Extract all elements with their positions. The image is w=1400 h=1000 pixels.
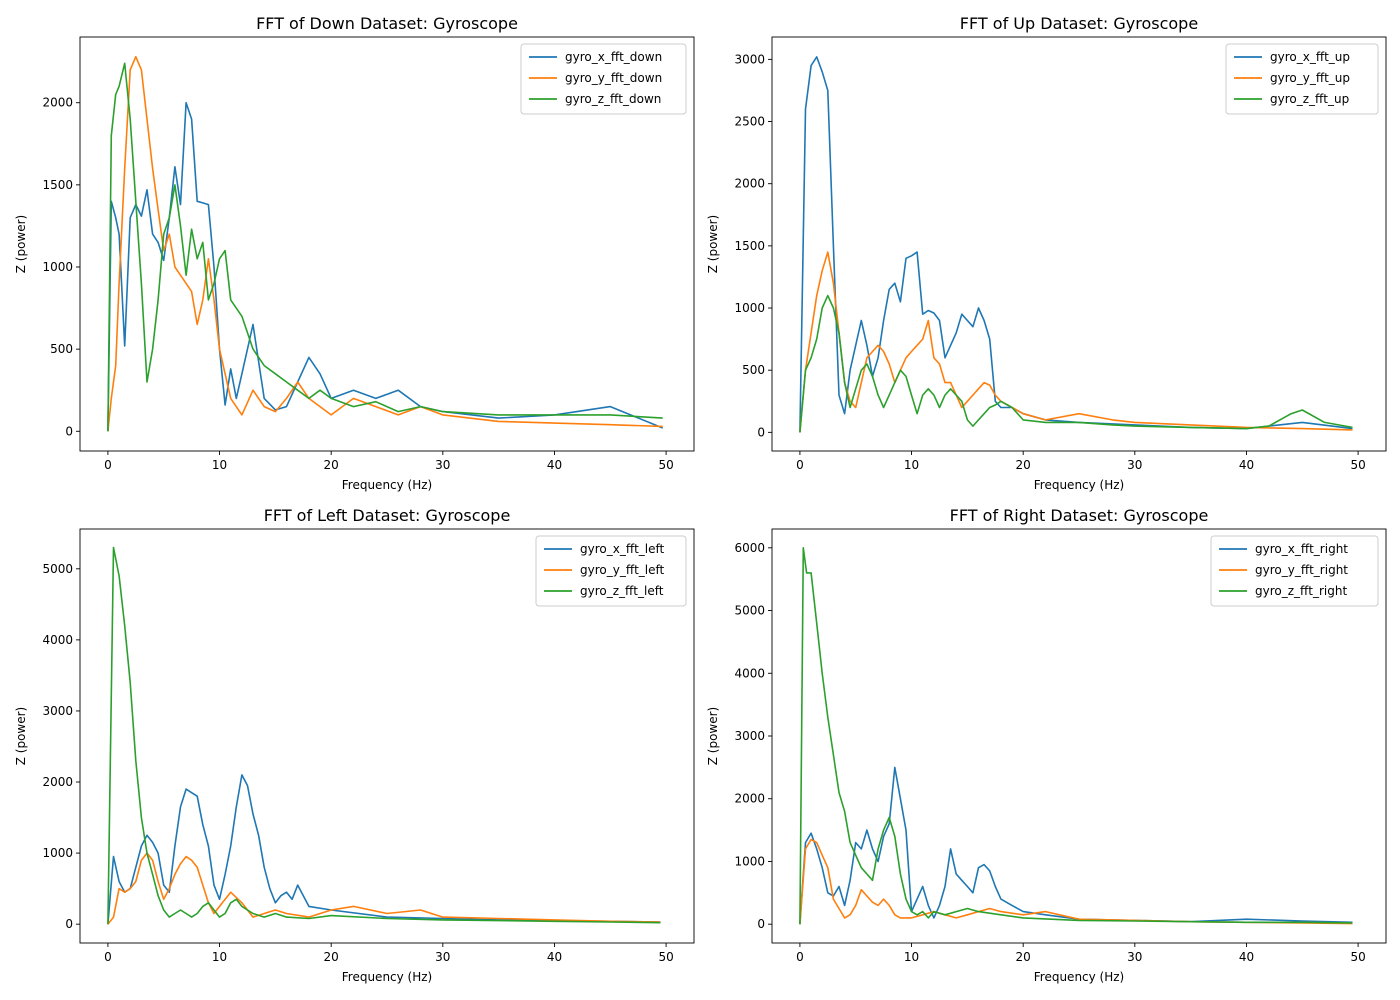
x-axis-label: Frequency (Hz) xyxy=(342,478,433,492)
y-tick-label: 500 xyxy=(742,363,765,377)
y-axis-label: Z (power) xyxy=(14,707,28,766)
y-tick-label: 4000 xyxy=(42,633,73,647)
x-tick-label: 0 xyxy=(796,458,804,472)
legend-label: gyro_z_fft_right xyxy=(1255,584,1347,598)
series-line-gyro_x_fft_right xyxy=(799,766,1353,925)
y-tick-label: 3000 xyxy=(734,52,765,66)
legend-box xyxy=(520,43,687,115)
legend-label: gyro_x_fft_left xyxy=(580,542,665,556)
x-tick-label: 50 xyxy=(658,458,673,472)
plot-frame xyxy=(79,528,695,944)
legend-label: gyro_x_fft_right xyxy=(1255,542,1348,556)
y-tick-label: 6000 xyxy=(734,541,765,555)
series-group xyxy=(799,546,1353,925)
x-tick-label: 40 xyxy=(547,950,562,964)
x-tick-label: 0 xyxy=(104,458,112,472)
x-tick-label: 50 xyxy=(1350,950,1365,964)
y-tick-label: 0 xyxy=(757,425,765,439)
y-tick-label: 0 xyxy=(65,424,73,438)
x-tick-label: 40 xyxy=(1239,458,1254,472)
legend-label: gyro_y_fft_up xyxy=(1270,71,1350,85)
series-group xyxy=(107,55,664,432)
chart-3: FFT of Right Dataset: Gyroscope 0 10 20 30 40… xyxy=(706,506,1387,984)
legend-label: gyro_x_fft_down xyxy=(565,50,662,64)
series-line-gyro_z_fft_down xyxy=(107,62,663,432)
plot-frame xyxy=(79,36,695,452)
y-tick-label: 5000 xyxy=(734,604,765,618)
y-tick-label: 2000 xyxy=(42,775,73,789)
chart-title: FFT of Right Dataset: Gyroscope xyxy=(950,506,1209,525)
x-tick-label: 10 xyxy=(904,950,919,964)
x-tick-label: 50 xyxy=(658,950,673,964)
x-tick-label: 30 xyxy=(435,458,450,472)
y-tick-label: 3000 xyxy=(734,729,765,743)
x-axis-label: Frequency (Hz) xyxy=(342,970,433,984)
chart-2: FFT of Left Dataset: Gyroscope 0 10 20 30 40 5… xyxy=(14,506,695,984)
legend-label: gyro_y_fft_left xyxy=(580,563,665,577)
y-tick-label: 0 xyxy=(65,917,73,931)
legend-label: gyro_x_fft_up xyxy=(1270,50,1350,64)
x-tick-label: 0 xyxy=(104,950,112,964)
x-tick-label: 30 xyxy=(435,950,450,964)
legend-box xyxy=(535,535,687,607)
series-line-gyro_z_fft_up xyxy=(799,294,1353,433)
y-tick-label: 1000 xyxy=(42,260,73,274)
y-tick-label: 2500 xyxy=(734,115,765,129)
x-tick-label: 30 xyxy=(1127,950,1142,964)
x-tick-label: 40 xyxy=(1239,950,1254,964)
y-tick-label: 2000 xyxy=(734,177,765,191)
x-tick-label: 20 xyxy=(324,950,339,964)
y-tick-label: 0 xyxy=(757,917,765,931)
plot-frame xyxy=(771,36,1387,452)
legend-box xyxy=(1210,535,1379,607)
legend-label: gyro_z_fft_left xyxy=(580,584,664,598)
legend-label: gyro_y_fft_right xyxy=(1255,563,1348,577)
x-tick-label: 0 xyxy=(796,950,804,964)
legend-box xyxy=(1225,43,1379,115)
y-tick-label: 5000 xyxy=(42,562,73,576)
series-group xyxy=(107,546,661,925)
series-line-gyro_z_fft_left xyxy=(107,546,661,925)
chart-title: FFT of Left Dataset: Gyroscope xyxy=(264,506,511,525)
y-tick-label: 1000 xyxy=(42,846,73,860)
y-tick-label: 1000 xyxy=(734,854,765,868)
x-tick-label: 30 xyxy=(1127,458,1142,472)
y-tick-label: 1500 xyxy=(42,178,73,192)
series-line-gyro_x_fft_left xyxy=(107,774,661,925)
y-tick-label: 2000 xyxy=(42,96,73,110)
x-tick-label: 20 xyxy=(324,458,339,472)
series-group xyxy=(799,56,1353,433)
chart-title: FFT of Down Dataset: Gyroscope xyxy=(256,14,518,33)
chart-title: FFT of Up Dataset: Gyroscope xyxy=(960,14,1198,33)
x-tick-label: 10 xyxy=(212,458,227,472)
y-axis-label: Z (power) xyxy=(706,707,720,766)
y-tick-label: 1000 xyxy=(734,301,765,315)
legend-label: gyro_z_fft_down xyxy=(565,92,661,106)
y-axis-label: Z (power) xyxy=(706,215,720,274)
x-tick-label: 10 xyxy=(904,458,919,472)
legend-label: gyro_z_fft_up xyxy=(1270,92,1349,106)
y-tick-label: 2000 xyxy=(734,792,765,806)
series-line-gyro_y_fft_down xyxy=(107,55,663,432)
legend-label: gyro_y_fft_down xyxy=(565,71,662,85)
y-tick-label: 1500 xyxy=(734,239,765,253)
y-tick-label: 3000 xyxy=(42,704,73,718)
series-line-gyro_y_fft_right xyxy=(799,838,1353,925)
chart-0: FFT of Down Dataset: Gyroscope 0 10 20 30 40 5… xyxy=(14,14,695,492)
y-tick-label: 500 xyxy=(50,342,73,356)
x-tick-label: 40 xyxy=(547,458,562,472)
x-tick-label: 50 xyxy=(1350,458,1365,472)
y-axis-label: Z (power) xyxy=(14,215,28,274)
x-tick-label: 20 xyxy=(1016,458,1031,472)
x-axis-label: Frequency (Hz) xyxy=(1034,970,1125,984)
series-line-gyro_z_fft_right xyxy=(799,546,1353,925)
x-tick-label: 20 xyxy=(1016,950,1031,964)
x-tick-label: 10 xyxy=(212,950,227,964)
x-axis-label: Frequency (Hz) xyxy=(1034,478,1125,492)
y-tick-label: 4000 xyxy=(734,666,765,680)
